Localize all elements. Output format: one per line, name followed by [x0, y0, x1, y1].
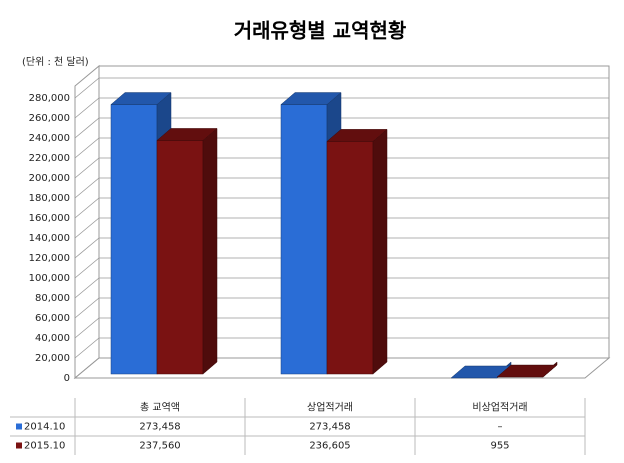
data-label: 237,560	[139, 441, 180, 452]
y-tick-label: 200,000	[29, 173, 70, 184]
legend-key	[16, 423, 22, 430]
x-tick-label: 상업적거래	[307, 401, 353, 414]
grid-line	[74, 97, 609, 119]
y-tick-label: 280,000	[29, 93, 70, 104]
y-tick-label: 260,000	[29, 113, 70, 124]
data-label: 236,605	[309, 441, 350, 452]
data-label: 273,458	[309, 422, 350, 433]
bar	[110, 104, 158, 375]
grid-line	[74, 297, 609, 319]
y-tick-label: 80,000	[35, 293, 70, 304]
grid-line	[74, 197, 609, 219]
bar-top	[156, 128, 218, 141]
unit-note: (단위 : 천 달러)	[22, 55, 89, 68]
grid-line	[74, 77, 609, 99]
bar-side	[202, 127, 218, 375]
grid-line	[74, 257, 609, 279]
grid-line	[74, 117, 609, 139]
y-tick-label: 40,000	[35, 333, 70, 344]
bar	[326, 141, 374, 375]
legend-key	[16, 442, 22, 449]
grid-line	[74, 157, 609, 179]
grid-line	[74, 337, 609, 359]
y-tick-label: 60,000	[35, 313, 70, 324]
y-tick-label: 100,000	[29, 273, 70, 284]
grid-line	[74, 237, 609, 259]
y-tick-label: 160,000	[29, 213, 70, 224]
grid-line	[74, 217, 609, 239]
side-wall	[74, 64, 100, 380]
chart-title: 거래유형별 교역현황	[234, 19, 407, 43]
x-tick-label: 비상업적거래	[472, 401, 527, 414]
bar	[280, 104, 328, 375]
bar-top	[280, 92, 342, 105]
bar-top	[110, 92, 172, 105]
y-tick-label: 20,000	[35, 353, 70, 364]
grid-line	[74, 357, 609, 379]
y-tick-label: 140,000	[29, 233, 70, 244]
y-tick-label: 0	[64, 373, 70, 384]
y-tick-label: 180,000	[29, 193, 70, 204]
grid-line	[74, 277, 609, 299]
data-label: 273,458	[139, 422, 180, 433]
bar-top	[326, 129, 388, 142]
y-tick-label: 240,000	[29, 133, 70, 144]
grid-line	[74, 137, 609, 159]
data-label: –	[498, 422, 503, 433]
y-tick-label: 120,000	[29, 253, 70, 264]
bar-top	[496, 364, 558, 378]
data-label: 955	[490, 441, 509, 452]
bar-side	[372, 128, 388, 375]
legend-label: 2014.10	[24, 422, 65, 433]
grid-line	[74, 317, 609, 339]
legend-label: 2015.10	[24, 441, 65, 452]
y-tick-label: 220,000	[29, 153, 70, 164]
grid-line	[74, 177, 609, 199]
x-tick-label: 총 교역액	[140, 402, 180, 414]
bar	[156, 140, 204, 375]
